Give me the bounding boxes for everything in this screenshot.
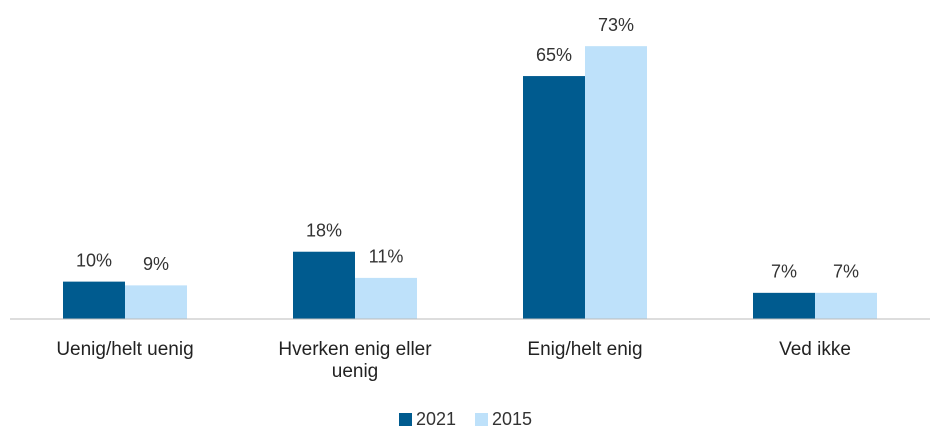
data-label: 65% [536,45,572,65]
x-tick-label: Hverken enig eller uenig [278,339,432,382]
x-tick-label: Enig/helt enig [527,339,643,360]
data-label: 73% [598,15,634,35]
bar [355,277,417,319]
data-label: 10% [76,250,112,270]
data-label: 7% [771,262,797,282]
legend-label: 2021 [416,409,456,429]
bar [523,76,585,319]
legend-swatch [399,413,412,426]
data-label: 11% [369,247,404,267]
bar [585,46,647,319]
bar [815,292,877,319]
bar [63,281,125,319]
bar [293,251,355,319]
bar [753,292,815,319]
x-tick-label: Uenig/helt uenig [56,339,194,360]
legend-swatch [475,413,488,426]
x-tick-label: Ved ikke [779,339,851,360]
legend-label: 2015 [492,409,532,429]
data-label: 9% [143,254,169,274]
data-label: 7% [833,262,859,282]
bar [125,285,187,319]
data-label: 18% [306,220,342,240]
